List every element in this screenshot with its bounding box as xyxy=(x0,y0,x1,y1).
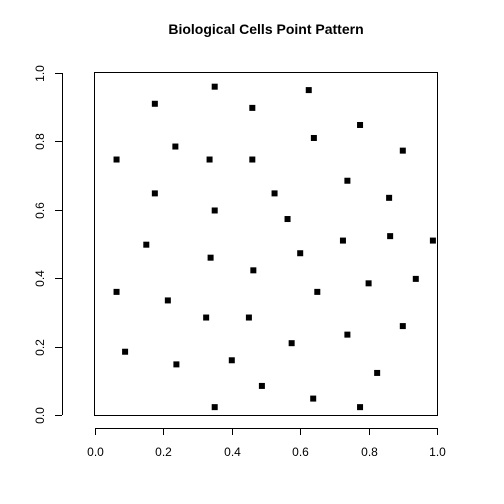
data-point xyxy=(271,190,278,197)
data-point xyxy=(386,194,393,201)
y-tick-label: 0.0 xyxy=(33,407,47,424)
data-point xyxy=(310,395,317,402)
data-point xyxy=(151,190,158,197)
data-point xyxy=(211,404,218,411)
data-point xyxy=(249,104,256,111)
x-tick-label: 1.0 xyxy=(429,445,446,459)
data-point xyxy=(172,143,179,150)
data-point xyxy=(258,382,265,389)
data-point xyxy=(357,404,364,411)
data-point xyxy=(245,314,252,321)
data-point xyxy=(297,250,304,257)
data-point xyxy=(387,233,394,240)
x-axis: 0.0 0.2 0.4 0.6 0.8 1.0 xyxy=(87,428,446,459)
data-point xyxy=(399,323,406,330)
y-tick-label: 0.6 xyxy=(33,202,47,219)
data-point xyxy=(357,121,364,128)
data-point xyxy=(314,288,321,295)
data-point xyxy=(288,340,295,347)
data-point xyxy=(203,314,210,321)
data-point xyxy=(151,100,158,107)
data-point xyxy=(305,87,312,94)
data-point xyxy=(365,280,372,287)
data-point xyxy=(173,361,180,368)
data-point xyxy=(164,297,171,304)
y-tick-label: 0.4 xyxy=(33,270,47,287)
chart-title: Biological Cells Point Pattern xyxy=(168,21,363,37)
data-point xyxy=(228,357,235,364)
y-tick-label: 0.2 xyxy=(33,339,47,356)
data-point xyxy=(249,156,256,163)
data-point xyxy=(206,156,213,163)
data-point xyxy=(207,254,214,261)
data-point xyxy=(211,83,218,90)
x-tick-label: 0.2 xyxy=(155,445,172,459)
data-point xyxy=(113,288,120,295)
data-point xyxy=(412,275,419,282)
data-point xyxy=(113,156,120,163)
y-axis: 0.0 0.2 0.4 0.6 0.8 1.0 xyxy=(33,65,63,424)
data-point xyxy=(250,267,257,274)
plot-frame xyxy=(94,72,438,416)
data-point xyxy=(284,216,291,223)
x-tick-label: 0.4 xyxy=(224,445,241,459)
data-point xyxy=(429,237,436,244)
y-tick-label: 0.8 xyxy=(33,133,47,150)
x-tick-label: 0.8 xyxy=(361,445,378,459)
x-tick-label: 0.6 xyxy=(292,445,309,459)
data-point xyxy=(143,241,150,248)
data-point xyxy=(310,134,317,141)
data-point xyxy=(399,147,406,154)
data-point xyxy=(211,207,218,214)
data-point xyxy=(339,237,346,244)
data-point xyxy=(374,369,381,376)
data-point xyxy=(344,331,351,338)
y-tick-label: 1.0 xyxy=(33,65,47,82)
x-tick-label: 0.0 xyxy=(87,445,104,459)
data-point xyxy=(344,177,351,184)
data-points xyxy=(113,83,436,411)
data-point xyxy=(122,348,129,355)
